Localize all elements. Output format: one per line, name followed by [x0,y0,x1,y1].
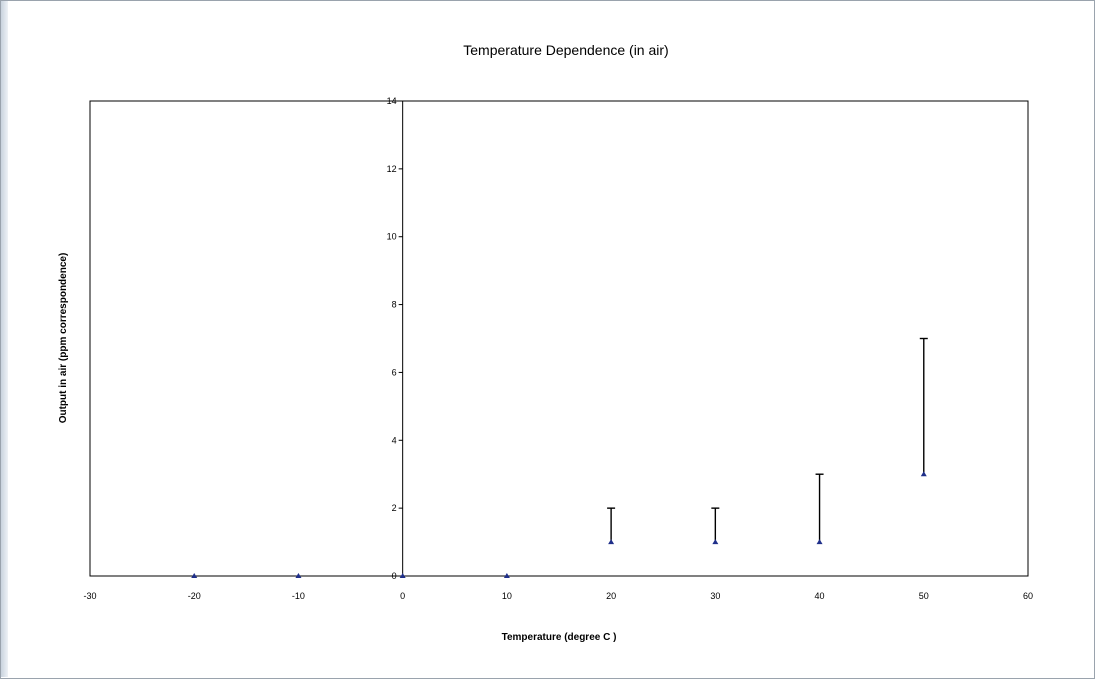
y-tick-label: 12 [387,164,397,174]
x-tick-label: 10 [502,591,512,601]
x-tick-label: 60 [1023,591,1033,601]
y-tick-label: 10 [387,232,397,242]
y-axis-title: Output in air (ppm correspondence) [58,253,69,424]
error-bars [607,337,928,543]
x-tick-label: -20 [188,591,201,601]
chart-title: Temperature Dependence (in air) [463,42,668,58]
y-tick-label: 8 [392,300,397,310]
data-point [920,471,927,477]
x-tick-label: 40 [815,591,825,601]
data-point [191,573,198,578]
y-tick-label: 0 [392,571,397,581]
data-point [608,539,615,545]
x-tick-label: 0 [400,591,405,601]
y-tick-label: 2 [392,503,397,513]
y-tick-label: 6 [392,367,397,377]
x-tick-label: -30 [83,591,96,601]
x-axis: -30 -20 -10 0 10 20 30 40 50 60 [83,591,1033,601]
x-tick-label: 30 [710,591,720,601]
x-tick-label: -10 [292,591,305,601]
data-point [503,573,510,578]
data-point [816,539,823,545]
x-tick-label: 50 [919,591,929,601]
plot-area [89,100,1029,577]
x-tick-label: 20 [606,591,616,601]
x-axis-title: Temperature (degree C ) [502,632,617,643]
y-axis: 0 2 4 6 8 10 12 14 [387,96,404,581]
data-points [191,471,927,578]
y-tick-label: 14 [387,96,397,106]
data-point [712,539,719,545]
data-point [295,573,302,578]
y-tick-label: 4 [392,435,397,445]
frame-edge [1,1,8,677]
data-point [399,573,406,578]
